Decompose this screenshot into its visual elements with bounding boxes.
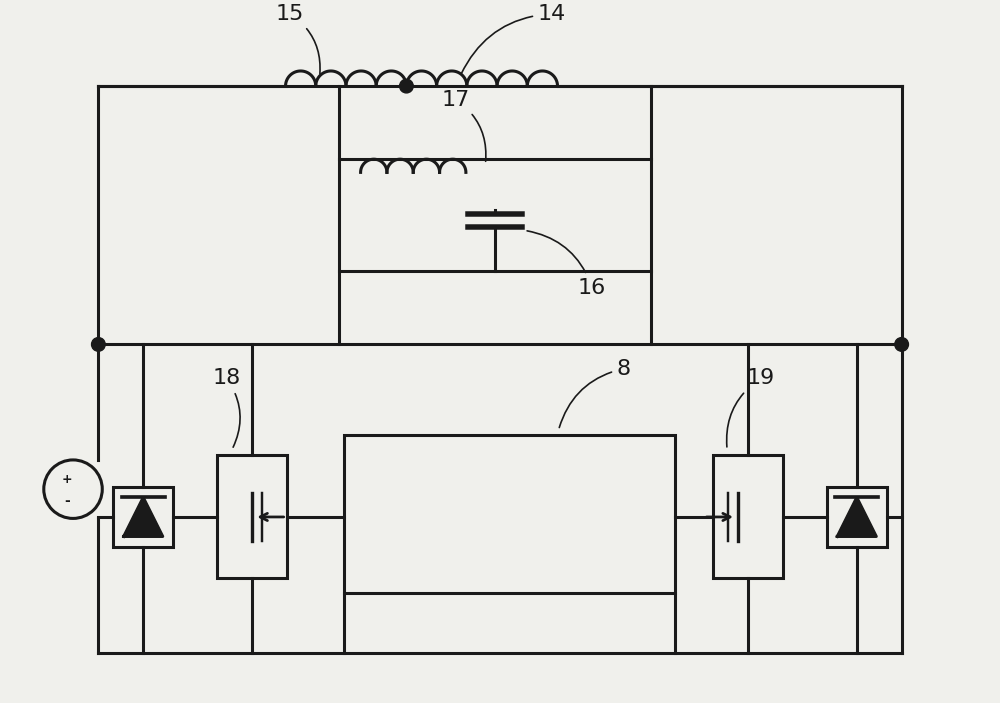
Text: 18: 18 xyxy=(212,368,241,447)
Text: 17: 17 xyxy=(442,89,486,161)
Text: 14: 14 xyxy=(461,4,566,74)
Bar xyxy=(827,486,887,547)
Text: -: - xyxy=(64,494,70,508)
Bar xyxy=(344,435,675,593)
Bar xyxy=(339,159,651,271)
Polygon shape xyxy=(837,498,876,536)
Text: 15: 15 xyxy=(276,4,320,74)
Text: 19: 19 xyxy=(727,368,775,447)
Text: 16: 16 xyxy=(527,231,606,298)
Bar xyxy=(217,455,287,579)
Bar xyxy=(713,455,783,579)
Text: +: + xyxy=(62,473,72,486)
Circle shape xyxy=(400,79,413,93)
Text: 8: 8 xyxy=(559,359,631,427)
Bar xyxy=(113,486,173,547)
Circle shape xyxy=(92,337,105,352)
Polygon shape xyxy=(124,498,163,536)
Circle shape xyxy=(895,337,908,352)
